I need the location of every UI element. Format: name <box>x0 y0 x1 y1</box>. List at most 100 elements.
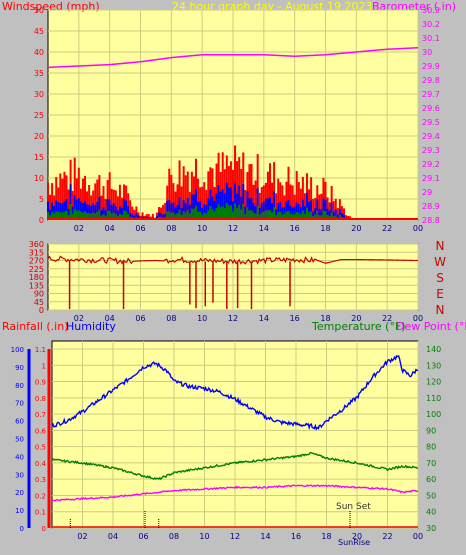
baro-y-tick-29.7: 29.7 <box>422 90 440 99</box>
baro-y-tick-28.9: 28.9 <box>422 202 440 211</box>
barometer-line <box>47 47 419 69</box>
dir-y-tick-360: 360 <box>29 240 44 249</box>
wind-direction-line <box>47 255 419 265</box>
rain-y-tick-0: 0 <box>42 525 46 533</box>
x-tick-direction-06: 06 <box>135 314 145 323</box>
dir-y-tick-0: 0 <box>39 306 44 315</box>
x-tick-temperature-04: 04 <box>108 532 118 541</box>
baro-y-tick-29.6: 29.6 <box>422 104 440 113</box>
wind-y-tick-0: 0 <box>39 216 44 225</box>
compass-s-2: S <box>436 271 444 285</box>
x-tick-direction-18: 18 <box>320 314 330 323</box>
x-tick-temperature-10: 10 <box>199 532 209 541</box>
hum-y-tick-10: 10 <box>15 507 24 515</box>
temp-y-tick-110: 110 <box>426 394 441 403</box>
x-tick-direction-16: 16 <box>290 314 300 323</box>
humidity-line <box>51 354 419 431</box>
baro-y-tick-30.2: 30.2 <box>422 20 440 29</box>
compass-e-3: E <box>436 287 444 301</box>
x-tick-direction-08: 08 <box>166 314 176 323</box>
x-tick-direction-02: 02 <box>74 314 84 323</box>
x-tick-wind-00: 00 <box>413 224 423 233</box>
x-tick-wind-04: 04 <box>105 224 115 233</box>
hum-y-tick-90: 90 <box>15 364 24 372</box>
rain-y-tick-0.7: 0.7 <box>35 411 46 419</box>
wind-y-tick-40: 40 <box>34 48 44 57</box>
x-tick-wind-18: 18 <box>320 224 330 233</box>
rain-y-tick-1: 1 <box>42 362 46 370</box>
x-tick-temperature-12: 12 <box>230 532 240 541</box>
compass-n-0: N <box>436 239 445 253</box>
rain-y-tick-0.5: 0.5 <box>35 444 46 452</box>
baro-y-tick-30.3: 30.3 <box>422 6 440 15</box>
temp-y-tick-140: 140 <box>426 345 441 354</box>
baro-y-tick-29.8: 29.8 <box>422 76 440 85</box>
x-tick-wind-22: 22 <box>382 224 392 233</box>
rain-y-tick-0.4: 0.4 <box>35 460 47 468</box>
baro-y-tick-30.1: 30.1 <box>422 34 440 43</box>
wind-y-tick-5: 5 <box>39 195 44 204</box>
rain-y-tick-0.8: 0.8 <box>35 395 46 403</box>
x-tick-wind-14: 14 <box>259 224 269 233</box>
sunset-label: Sun Set <box>336 502 371 512</box>
hum-y-tick-50: 50 <box>15 436 24 444</box>
tick-labels: 02 04 06 08 10 12 14 16 18 20 22 000510152025303540… <box>11 6 442 541</box>
dewpoint-line <box>51 484 419 502</box>
x-tick-wind-08: 08 <box>166 224 176 233</box>
temp-y-tick-120: 120 <box>426 378 441 387</box>
x-tick-direction-12: 12 <box>228 314 238 323</box>
rain-y-tick-0.9: 0.9 <box>35 379 46 387</box>
wind-y-tick-45: 45 <box>34 27 44 36</box>
temp-y-tick-80: 80 <box>426 443 436 452</box>
x-tick-temperature-20: 20 <box>352 532 362 541</box>
dir-y-tick-225: 225 <box>29 265 44 274</box>
dir-y-tick-270: 270 <box>29 257 44 266</box>
baro-y-tick-29.3: 29.3 <box>422 146 440 155</box>
x-tick-direction-20: 20 <box>351 314 361 323</box>
x-tick-direction-22: 22 <box>382 314 392 323</box>
rainfall-label: Rainfall (.in) <box>2 320 69 333</box>
windspeed-label: Windspeed (mph) <box>2 0 100 13</box>
hum-y-tick-60: 60 <box>15 418 24 426</box>
wind-y-tick-30: 30 <box>34 90 44 99</box>
dir-y-tick-315: 315 <box>29 248 44 257</box>
wind-y-tick-25: 25 <box>34 111 44 120</box>
dir-y-tick-90: 90 <box>34 290 44 299</box>
data-marks <box>27 47 419 528</box>
x-tick-temperature-00: 00 <box>413 532 423 541</box>
x-tick-temperature-08: 08 <box>169 532 179 541</box>
dewpoint-label: Dew Point (°F) <box>396 320 466 333</box>
x-tick-wind-02: 02 <box>74 224 84 233</box>
baro-y-tick-29.4: 29.4 <box>422 132 440 141</box>
baro-y-tick-29.5: 29.5 <box>422 118 440 127</box>
temp-y-tick-60: 60 <box>426 475 436 484</box>
x-tick-wind-06: 06 <box>135 224 145 233</box>
compass-n-4: N <box>436 303 445 317</box>
temp-y-tick-100: 100 <box>426 410 441 419</box>
temperature-label: Temperature (°F) <box>311 320 406 333</box>
hum-y-tick-80: 80 <box>15 382 24 390</box>
hum-y-tick-30: 30 <box>15 471 24 479</box>
rain-y-tick-0.2: 0.2 <box>35 492 46 500</box>
dir-y-tick-135: 135 <box>29 281 44 290</box>
x-tick-direction-14: 14 <box>259 314 269 323</box>
x-tick-temperature-22: 22 <box>382 532 392 541</box>
x-tick-wind-16: 16 <box>290 224 300 233</box>
hum-y-tick-40: 40 <box>15 453 24 461</box>
wind-y-tick-15: 15 <box>34 153 44 162</box>
baro-y-tick-29.9: 29.9 <box>422 62 440 71</box>
x-tick-temperature-06: 06 <box>138 532 148 541</box>
barometer-label: Barometer (.in) <box>372 0 456 13</box>
wind-y-tick-50: 50 <box>34 6 44 15</box>
x-tick-direction-04: 04 <box>105 314 115 323</box>
temp-y-tick-90: 90 <box>426 426 436 435</box>
temperature-line <box>51 451 419 481</box>
hum-y-tick-20: 20 <box>15 489 24 497</box>
compass-w-1: W <box>434 255 446 269</box>
wind-y-tick-20: 20 <box>34 132 44 141</box>
x-tick-temperature-14: 14 <box>260 532 270 541</box>
rain-y-tick-0.3: 0.3 <box>35 476 46 484</box>
x-tick-direction-00: 00 <box>413 314 423 323</box>
rain-y-tick-0.6: 0.6 <box>35 427 47 435</box>
